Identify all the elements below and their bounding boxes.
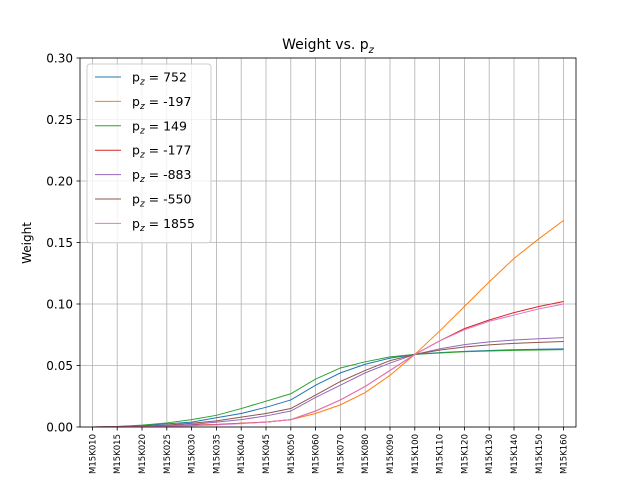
y-tick-label: 0.25 bbox=[46, 113, 73, 127]
x-tick-label: M15K060 bbox=[312, 434, 322, 474]
x-tick-label: M15K070 bbox=[336, 434, 346, 474]
x-tick-label: M15K130 bbox=[485, 434, 495, 474]
x-tick-label: M15K100 bbox=[411, 434, 421, 474]
series-line bbox=[92, 337, 564, 428]
x-tick-label: M15K040 bbox=[237, 434, 247, 474]
series-line bbox=[92, 341, 564, 428]
legend-label: pz = -197 bbox=[132, 94, 191, 112]
plot-frame bbox=[79, 57, 577, 428]
series-line bbox=[92, 303, 564, 428]
y-tick-label: 0.10 bbox=[46, 298, 73, 312]
axes: M15K010 M15K015 M15K020 M15K025 M15K030 M15K0… bbox=[46, 52, 577, 474]
legend-label: pz = 752 bbox=[132, 70, 187, 88]
legend-label: pz = -177 bbox=[132, 143, 191, 161]
y-tick-label: 0.30 bbox=[46, 52, 73, 66]
x-tick-label: M15K090 bbox=[386, 434, 396, 474]
legend-label: pz = 149 bbox=[132, 118, 187, 136]
chart-title-main: Weight vs. p bbox=[282, 37, 369, 53]
x-tick-label: M15K150 bbox=[535, 434, 545, 474]
y-axis-label: Weight bbox=[20, 222, 34, 264]
legend-box bbox=[86, 63, 212, 244]
grid bbox=[80, 57, 576, 428]
x-tick-label: M15K045 bbox=[262, 434, 272, 474]
x-tick-label: M15K010 bbox=[88, 434, 98, 474]
x-tick-label: M15K120 bbox=[460, 434, 470, 474]
x-tick-label: M15K030 bbox=[188, 434, 198, 474]
x-tick-label: M15K015 bbox=[113, 434, 123, 474]
x-tick-label: M15K110 bbox=[436, 434, 446, 474]
chart-title: Weight vs. pz bbox=[282, 37, 375, 56]
x-tick-label: M15K050 bbox=[287, 434, 297, 474]
y-tick-label: 0.00 bbox=[46, 421, 73, 435]
legend-label: pz = 1855 bbox=[132, 216, 195, 234]
series-line bbox=[92, 349, 564, 428]
legend-label: pz = -550 bbox=[132, 192, 192, 210]
legend-label: pz = -883 bbox=[132, 167, 191, 185]
x-tick-label: M15K020 bbox=[138, 434, 148, 474]
y-tick-label: 0.05 bbox=[46, 359, 73, 373]
series-lines bbox=[92, 219, 564, 428]
x-tick-label: M15K140 bbox=[510, 434, 520, 474]
x-tick-label: M15K160 bbox=[560, 434, 570, 474]
legend: pz = 752 pz = -197 pz = 149 pz = -177 pz = -… bbox=[86, 63, 212, 244]
y-tick-label: 0.15 bbox=[46, 236, 73, 250]
x-tick-label: M15K035 bbox=[212, 434, 222, 474]
y-tick-label: 0.20 bbox=[46, 175, 73, 189]
x-tick-label: M15K080 bbox=[361, 434, 371, 474]
series-line bbox=[92, 219, 564, 428]
chart-title-sub: z bbox=[368, 45, 375, 56]
x-tick-label: M15K025 bbox=[163, 434, 173, 474]
